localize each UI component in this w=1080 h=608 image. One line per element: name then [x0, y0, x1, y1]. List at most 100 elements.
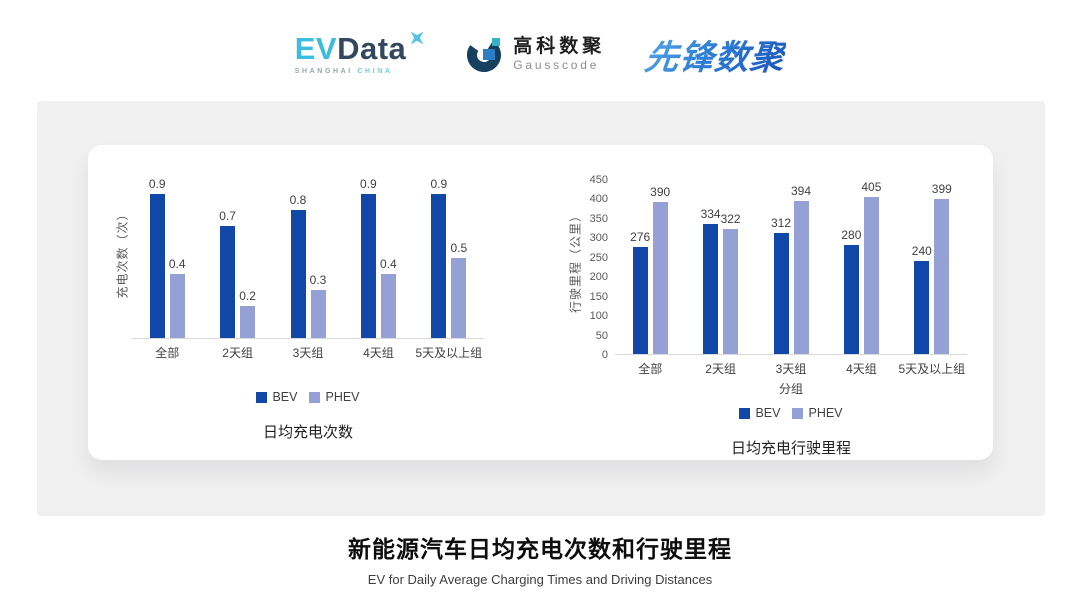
gausscode-cn-text: 高科数聚 — [513, 36, 606, 58]
plot-area: 276 390 334 322 312 394 280 405 240 399 — [615, 167, 967, 355]
y-axis-ticks: 450 400 350 300 250 200 150 100 50 0 — [585, 167, 615, 361]
x-category-label: 5天及以上组 — [415, 346, 483, 360]
bar-value-label: 0.7 — [219, 209, 236, 223]
gausscode-g-icon — [467, 38, 502, 72]
x-axis-label: 分组 — [778, 382, 803, 396]
bar-value-label: 0.9 — [360, 177, 377, 191]
legend-label-phev: PHEV — [325, 390, 360, 404]
bar-bev-4 — [431, 194, 447, 338]
x-category-label: 全部 — [638, 362, 663, 376]
x-category-label: 3天组 — [292, 346, 324, 360]
bar-phev-3 — [863, 196, 879, 354]
chart-caption: 日均充电次数 — [262, 424, 353, 441]
x-axis-categories: 全部 2天组 3天组 4天组 5天及以上组 — [615, 360, 967, 377]
legend-item-phev: PHEV — [309, 390, 360, 404]
bar-value-label: 0.4 — [380, 257, 397, 271]
y-tick-label: 0 — [601, 349, 608, 361]
charts-wrap: 充电次数（次） 0.9 0.4 0.7 0.2 0.8 0.3 0.9 0.4 0.9 0.5 全… — [88, 145, 993, 458]
legend-swatch-bev — [256, 391, 268, 403]
bar-value-label: 280 — [841, 228, 862, 243]
y-tick-label: 50 — [595, 329, 608, 342]
header-logos: EV Data SHANGHAI CHINA 高科数聚 Gausscode 先锋数… — [0, 14, 1080, 94]
y-tick-label: 150 — [589, 290, 608, 303]
bar-value-label: 394 — [790, 183, 812, 198]
bar-value-label: 0.9 — [430, 177, 448, 191]
y-tick-label: 300 — [589, 232, 608, 245]
x-category-label: 2天组 — [705, 362, 736, 376]
bar-phev-2 — [793, 200, 809, 354]
x-category-label: 4天组 — [846, 362, 877, 376]
y-tick-label: 350 — [589, 212, 608, 225]
gausscode-logo: 高科数聚 Gausscode — [466, 35, 605, 73]
bar-value-label: 0.5 — [450, 241, 468, 255]
bar-value-label: 322 — [720, 211, 741, 226]
chart-daily-charging-times: 充电次数（次） 0.9 0.4 0.7 0.2 0.8 0.3 0.9 0.4 0.9 0.5 全… — [112, 167, 484, 458]
plot-row: 行驶里程（公里） 450 400 350 300 250 200 150 100 50 0 276… — [565, 167, 967, 361]
legend-swatch-bev — [739, 407, 751, 419]
evdata-star-icon — [410, 31, 424, 45]
bar-value-label: 399 — [931, 181, 952, 196]
plot-row: 充电次数（次） 0.9 0.4 0.7 0.2 0.8 0.3 0.9 0.4 0.9 0.5 — [112, 167, 484, 339]
evdata-china-text: CHINA — [357, 68, 393, 75]
legend-swatch-phev — [792, 407, 804, 419]
bar-value-label: 312 — [770, 215, 792, 230]
y-tick-label: 100 — [589, 310, 608, 323]
x-category-label: 3天组 — [775, 362, 807, 376]
footer: 新能源汽车日均充电次数和行驶里程 EV for Daily Average Ch… — [0, 530, 1080, 587]
legend-label-bev: BEV — [272, 390, 298, 404]
y-tick-label: 450 — [589, 174, 608, 186]
bar-value-label: 0.2 — [239, 289, 256, 303]
x-axis-label — [132, 364, 484, 381]
evdata-ev-text: EV — [294, 31, 338, 66]
x-category-label: 2天组 — [222, 346, 253, 360]
bar-phev-0 — [652, 202, 668, 354]
legend-swatch-phev — [309, 391, 321, 403]
bar-phev-4 — [451, 258, 467, 338]
bar-value-label: 0.9 — [148, 177, 166, 191]
evdata-shanghai-text: SHANGHAI — [294, 68, 353, 75]
y-tick-label: 400 — [589, 193, 608, 206]
y-axis-label: 充电次数（次） — [115, 207, 130, 299]
bar-value-label: 0.4 — [168, 257, 186, 271]
plot-area: 0.9 0.4 0.7 0.2 0.8 0.3 0.9 0.4 0.9 0.5 — [132, 167, 484, 339]
x-category-label: 4天组 — [363, 346, 394, 360]
bar-phev-0 — [169, 274, 185, 338]
bar-bev-3 — [360, 194, 376, 338]
chart-caption: 日均充电行驶里程 — [730, 440, 851, 457]
legend: BEV PHEV — [132, 389, 484, 405]
evdata-logo: EV Data SHANGHAI CHINA — [294, 31, 427, 75]
bar-value-label: 276 — [630, 229, 651, 244]
bar-bev-0 — [149, 194, 165, 338]
bar-phev-1 — [723, 228, 739, 354]
evdata-subtext: SHANGHAI CHINA — [295, 68, 393, 75]
x-category-label: 全部 — [155, 346, 180, 360]
legend: BEV PHEV — [615, 405, 967, 421]
page-title: 新能源汽车日均充电次数和行驶里程 — [348, 536, 732, 562]
bar-value-label: 405 — [861, 179, 882, 194]
legend-label-phev: PHEV — [808, 406, 843, 420]
legend-item-bev: BEV — [256, 390, 297, 404]
bar-bev-3 — [843, 245, 859, 354]
bar-value-label: 0.8 — [289, 193, 307, 207]
chart-daily-driving-distance: 行驶里程（公里） 450 400 350 300 250 200 150 100 50 0 276… — [565, 167, 967, 458]
gausscode-text: 高科数聚 Gausscode — [513, 36, 605, 72]
bar-bev-1 — [703, 224, 719, 354]
bar-bev-4 — [914, 260, 930, 354]
bar-phev-3 — [380, 274, 396, 338]
bar-bev-1 — [220, 226, 236, 338]
bar-value-label: 334 — [700, 207, 721, 222]
bar-phev-2 — [310, 290, 326, 338]
bar-bev-2 — [773, 232, 789, 354]
evdata-data-text: Data — [337, 31, 407, 66]
pioneer-logo: 先锋数聚 — [643, 30, 788, 79]
bar-phev-1 — [240, 306, 256, 338]
y-tick-label: 200 — [589, 271, 608, 284]
legend-item-bev: BEV — [739, 406, 780, 420]
legend-item-phev: PHEV — [792, 406, 843, 420]
y-tick-label: 250 — [589, 251, 608, 264]
page-subtitle: EV for Daily Average Charging Times and … — [367, 572, 713, 587]
bar-value-label: 0.3 — [309, 273, 327, 287]
bar-phev-4 — [934, 198, 950, 354]
evdata-wordmark: EV Data — [294, 31, 427, 66]
